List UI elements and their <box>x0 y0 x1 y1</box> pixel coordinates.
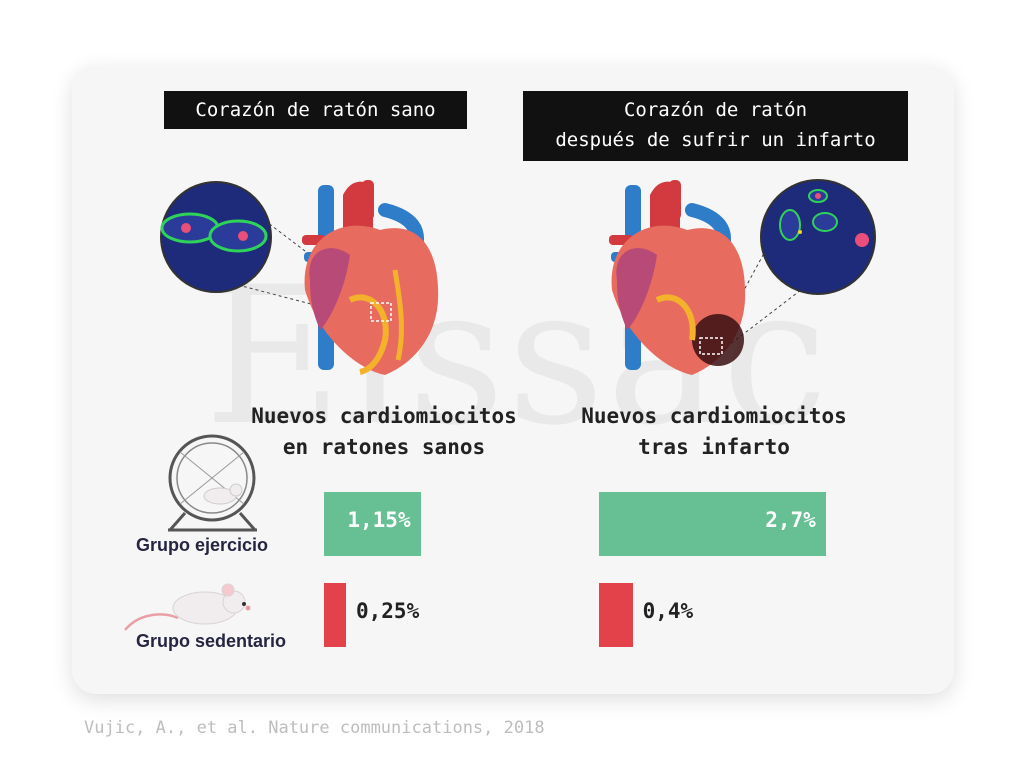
panel-title-infarct-line-2: después de sufrir un infarto <box>555 129 876 151</box>
infographic-card <box>72 66 954 694</box>
bar-label-exercise-infarct: 2,7% <box>765 508 816 532</box>
column-title-healthy-line-1: Nuevos cardiomiocitos <box>251 404 517 428</box>
panel-title-healthy-line: Corazón de ratón sano <box>195 99 436 121</box>
citation: Vujic, A., et al. Nature communications,… <box>84 718 545 738</box>
bar-exercise-infarct <box>599 492 826 556</box>
column-title-healthy-line-2: en ratones sanos <box>282 435 486 459</box>
bar-sedentary-healthy <box>324 583 346 647</box>
bar-sedentary-infarct <box>599 583 633 647</box>
column-title-infarct: Nuevos cardiomiocitos tras infarto <box>556 401 872 463</box>
panel-title-infarct-line-1: Corazón de ratón <box>623 99 808 121</box>
group-label-exercise: Grupo ejercicio <box>136 535 269 555</box>
column-title-infarct-line-1: Nuevos cardiomiocitos <box>581 404 847 428</box>
bar-label-sedentary-healthy: 0,25% <box>356 599 420 623</box>
panel-title-infarct: Corazón de ratón después de sufrir un in… <box>523 91 908 161</box>
column-title-healthy: Nuevos cardiomiocitos en ratones sanos <box>226 401 542 463</box>
bar-label-exercise-healthy: 1,15% <box>347 508 411 532</box>
group-label-sedentary: Grupo sedentario <box>136 631 287 651</box>
bar-label-sedentary-infarct: 0,4% <box>642 599 694 623</box>
column-title-infarct-line-2: tras infarto <box>638 435 790 459</box>
panel-title-healthy: Corazón de ratón sano <box>164 91 467 129</box>
bar-exercise-healthy <box>324 492 421 556</box>
